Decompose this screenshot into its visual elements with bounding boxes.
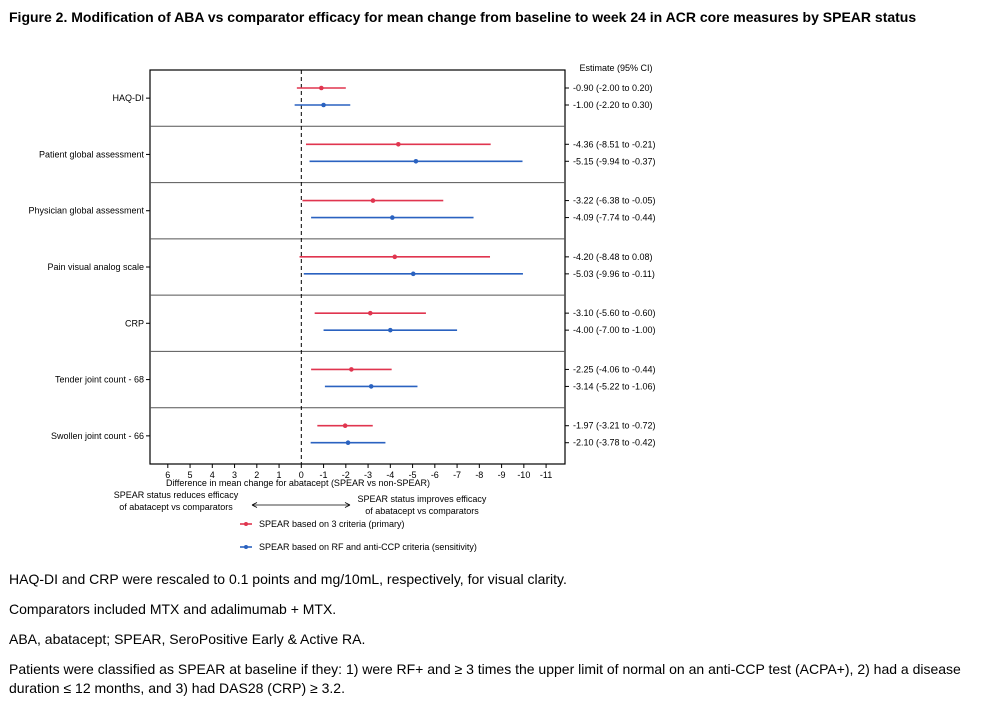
x-tick-label: -2 [342,470,350,480]
point-estimate [413,158,419,164]
point-estimate [321,102,326,108]
x-tick-label: 3 [232,470,237,480]
x-tick-label: -4 [386,470,394,480]
estimate-label: -2.25 (-4.06 to -0.44) [573,364,656,374]
x-tick-label: -11 [540,470,552,480]
direction-right-label: of abatacept vs comparators [365,506,479,516]
estimate-label: -3.22 (-6.38 to -0.05) [573,196,656,206]
estimate-label: -4.36 (-8.51 to -0.21) [573,139,656,149]
estimate-label: -3.10 (-5.60 to -0.60) [573,308,656,318]
x-tick-label: 4 [210,470,215,480]
x-tick-label: 1 [277,470,282,480]
point-estimate [388,327,393,333]
x-tick-label: -1 [320,470,328,480]
point-estimate [345,440,351,446]
estimate-label: -1.97 (-3.21 to -0.72) [573,421,656,431]
point-estimate [370,198,376,203]
legend-label: SPEAR based on RF and anti-CCP criteria … [259,542,477,552]
row-label: CRP [125,318,144,328]
direction-left-label: of abatacept vs comparators [119,502,233,512]
x-tick-label: -5 [409,470,417,480]
estimate-header: Estimate (95% CI) [579,63,652,73]
point-estimate [392,254,398,260]
estimate-label: -5.03 (-9.96 to -0.11) [573,269,655,279]
forest-plot: Estimate (95% CI) HAQ-DI -0.90 (-2.00 to 0… [28,63,656,552]
legend-label: SPEAR based on 3 criteria (primary) [259,519,405,529]
point-estimate [342,423,348,429]
estimate-label: -4.20 (-8.48 to 0.08) [573,252,653,262]
point-estimate [349,367,354,372]
row-label: Tender joint count - 68 [55,375,144,385]
footnote: ABA, abatacept; SPEAR, SeroPositive Earl… [9,631,366,647]
estimate-label: -3.14 (-5.22 to -1.06) [573,381,656,391]
footnote: Patients were classified as SPEAR at bas… [9,661,961,696]
estimate-label: -5.15 (-9.94 to -0.37) [573,156,656,166]
point-estimate [410,271,416,277]
x-tick-label: -7 [453,470,461,480]
footnote: HAQ-DI and CRP were rescaled to 0.1 poin… [9,571,567,587]
x-tick-label: -6 [431,470,439,480]
figure-title: Figure 2. Modification of ABA vs compara… [9,9,917,25]
point-estimate [390,215,395,220]
direction-left-label: SPEAR status reduces efficacy [114,490,239,500]
x-tick-label: -3 [364,470,372,480]
point-estimate [368,384,374,389]
row-label: Pain visual analog scale [47,262,144,272]
row-label: Physician global assessment [28,206,144,216]
estimate-label: -2.10 (-3.78 to -0.42) [573,438,656,448]
plot-frame [149,69,566,465]
x-tick-label: 2 [254,470,259,480]
row-label: HAQ-DI [113,93,145,103]
x-tick-label: -8 [475,470,483,480]
x-tick-label: 5 [188,470,193,480]
x-tick-label: -10 [517,470,530,480]
arrowheads [251,502,351,508]
row-label: Swollen joint count - 66 [51,431,144,441]
point-estimate [367,310,373,316]
legend-marker [244,522,248,526]
x-tick-label: -9 [498,470,506,480]
estimate-label: -4.00 (-7.00 to -1.00) [573,325,656,335]
x-axis-label: Difference in mean change for abatacept … [166,478,430,488]
x-tick-label: 0 [299,470,304,480]
direction-right-label: SPEAR status improves efficacy [358,494,487,504]
legend-marker [244,545,248,549]
estimate-label: -4.09 (-7.74 to -0.44) [573,213,656,223]
estimate-label: -1.00 (-2.20 to 0.30) [573,100,653,110]
point-estimate [396,141,401,147]
estimate-label: -0.90 (-2.00 to 0.20) [573,83,653,93]
x-tick-label: 6 [165,470,170,480]
row-label: Patient global assessment [39,149,145,159]
footnote: Comparators included MTX and adalimumab … [9,601,337,617]
point-estimate [319,85,324,91]
